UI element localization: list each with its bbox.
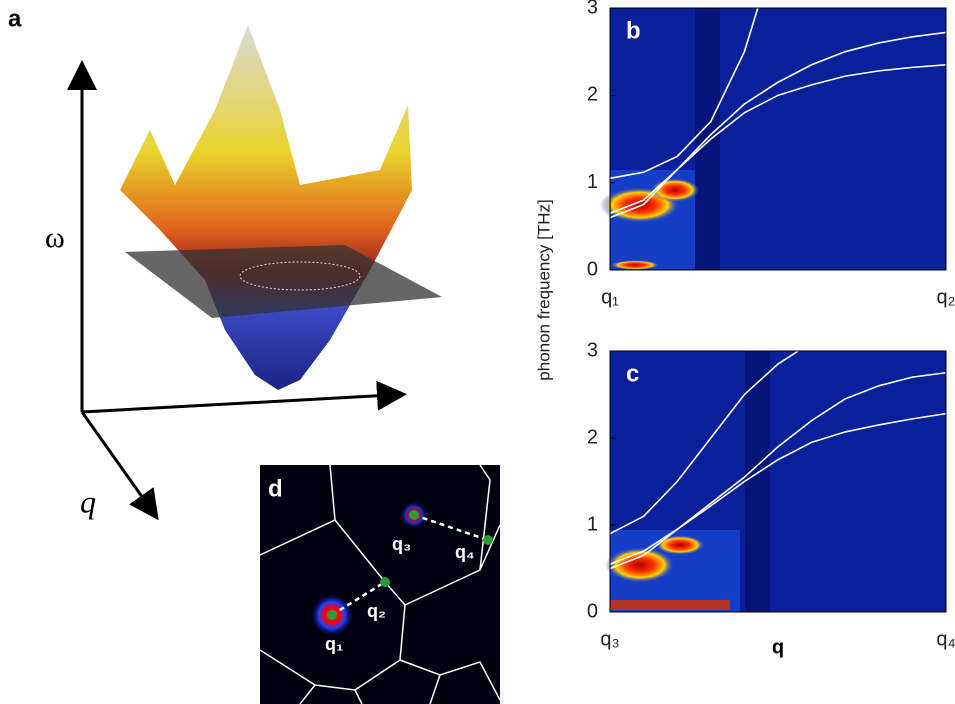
plane: [125, 245, 442, 318]
x-tick-label: q₃: [600, 628, 619, 650]
y-tick-label: 3: [587, 0, 598, 18]
panel-label: a: [8, 5, 22, 32]
y-tick-label: 0: [587, 258, 598, 280]
x-tick-label: q₁: [601, 286, 619, 308]
y-tick-label: 1: [587, 513, 598, 535]
surface: [120, 25, 412, 390]
x-axis-label: q: [772, 636, 784, 658]
panel-label: c: [626, 360, 639, 387]
x-tick-label: q₂: [937, 286, 955, 308]
q-label: q: [80, 483, 96, 519]
y-tick-label: 1: [587, 171, 598, 193]
panel-a: a ω q: [8, 5, 442, 519]
figure: a ω q d q₁ q₂ q₃ q₄ phonon f: [0, 0, 955, 704]
omega-label: ω: [45, 221, 65, 254]
x-tick-label: q₄: [936, 628, 955, 650]
y-tick-label: 2: [587, 426, 598, 448]
y-tick-label: 2: [587, 84, 598, 106]
panel-d: d q₁ q₂ q₃ q₄: [260, 465, 500, 704]
y-tick-label: 3: [587, 339, 598, 361]
panel-label: d: [268, 475, 283, 502]
y-tick-label: 0: [587, 600, 598, 622]
point-label: q₂: [367, 601, 386, 621]
heatmap-b: [600, 8, 946, 270]
point-label: q₃: [392, 534, 411, 554]
point-label: q₁: [325, 634, 343, 654]
panel-label: b: [626, 17, 641, 44]
heatmap-c: [605, 351, 946, 612]
y-axis-label: phonon frequency [THz]: [534, 199, 553, 380]
axis-arrow: [82, 395, 392, 412]
point-label: q₄: [455, 542, 475, 562]
